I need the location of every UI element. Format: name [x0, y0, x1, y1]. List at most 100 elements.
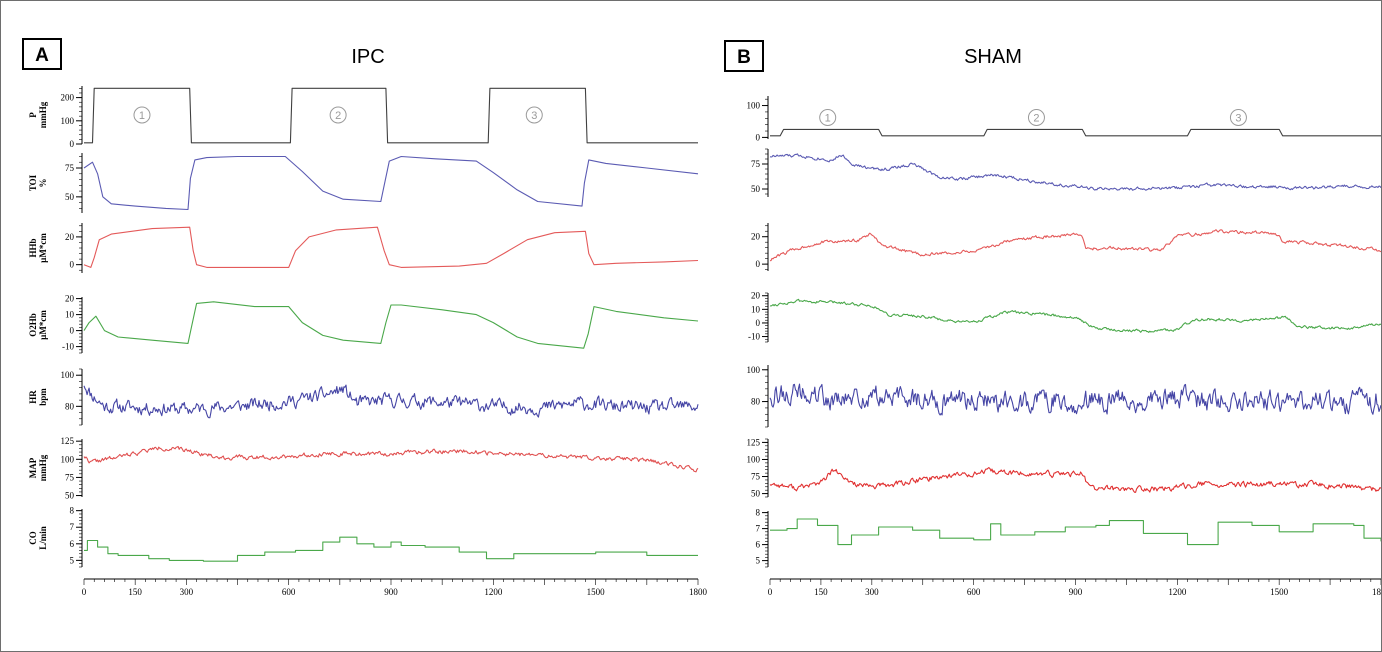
y-tick-label: 100: [61, 116, 75, 126]
cycle-marker: [133, 106, 151, 124]
y-tick-label: 100: [747, 365, 761, 375]
x-tick-label: 600: [282, 587, 296, 597]
x-tick-label: 150: [814, 587, 828, 597]
series-line: [83, 384, 699, 419]
subplot-2: 50 75: [751, 148, 1381, 197]
x-tick-label: 1200: [484, 587, 503, 597]
x-tick-label: 600: [967, 587, 981, 597]
cycle-number: 1: [825, 113, 831, 125]
y-tick-label: 75: [751, 472, 761, 482]
y-tick-label: 20: [751, 232, 761, 242]
y-tick-label: 100: [747, 101, 761, 111]
x-tick-label: 0: [82, 587, 87, 597]
y-tick-label: 100: [747, 454, 761, 464]
cycle-number: 3: [1235, 113, 1241, 125]
cycle-number: 3: [531, 110, 537, 122]
y-tick-label: 50: [65, 192, 75, 202]
y-tick-label: 10: [65, 310, 75, 320]
panel-badge-box: [22, 38, 62, 70]
cycle-marker: [1229, 109, 1247, 126]
y-tick-label: 0: [70, 139, 75, 149]
subplot-7: 5 6 7 8 CO L/min: [28, 506, 698, 568]
y-tick-label: 75: [751, 159, 761, 169]
panel-title: SHAM: [964, 46, 1022, 68]
y-tick-label: 0: [756, 259, 761, 269]
panel-title: IPC: [351, 46, 384, 68]
cycle-marker: [819, 109, 837, 126]
series-line: [84, 536, 698, 562]
y-axis-label: HHb: [28, 238, 38, 257]
y-axis-label: P: [28, 112, 38, 118]
y-tick-label: -10: [62, 342, 74, 352]
subplot-5: 80 100: [747, 365, 1381, 428]
x-tick-label: 300: [180, 587, 194, 597]
x-tick-label: 900: [384, 587, 398, 597]
cycle-number: 2: [335, 110, 341, 122]
cycle-number: 2: [1033, 113, 1039, 125]
x-tick-label: 150: [128, 587, 142, 597]
y-tick-label: 80: [65, 401, 75, 411]
subplot-7: 5 6 7 8: [756, 508, 1381, 568]
y-tick-label: 20: [751, 291, 761, 301]
y-tick-label: 125: [61, 436, 75, 446]
y-tick-label: 7: [70, 522, 75, 532]
y-tick-label: 100: [61, 370, 75, 380]
x-tick-label: 1800: [1372, 587, 1381, 597]
series-line: [83, 301, 699, 349]
y-tick-label: 7: [756, 524, 761, 534]
series-line: [83, 155, 699, 211]
cycle-number: 1: [139, 110, 145, 122]
series-line: [770, 518, 1381, 546]
y-tick-label: 5: [756, 556, 761, 566]
subplot-4: -10 0 10 20: [748, 291, 1381, 343]
y-tick-label: -10: [748, 332, 760, 342]
panel-badge-label: A: [35, 45, 49, 66]
y-axis-label: O2Hb: [28, 313, 38, 337]
y-tick-label: 0: [70, 326, 75, 336]
y-tick-label: 125: [747, 437, 761, 447]
y-axis-label: mmHg: [38, 101, 48, 128]
y-tick-label: 75: [65, 163, 75, 173]
series-line: [769, 229, 1381, 262]
y-tick-label: 50: [751, 184, 761, 194]
series-line: [769, 467, 1381, 493]
subplot-3: 0 20 HHb µM*cm: [28, 223, 699, 273]
cycle-marker: [525, 106, 543, 124]
x-tick-label: 1200: [1168, 587, 1187, 597]
y-tick-label: 80: [751, 397, 761, 407]
cycle-marker: [329, 106, 347, 124]
subplot-6: 50 75 100 125: [747, 437, 1381, 499]
y-tick-label: 20: [65, 232, 75, 242]
x-axis: 0 150 300 600 900 1200 1500 1800: [768, 578, 1381, 597]
y-axis-label: TOI: [28, 174, 38, 191]
y-tick-label: 0: [756, 132, 761, 142]
cycle-marker: [1027, 109, 1045, 126]
series-line: [769, 153, 1381, 191]
x-axis: 0 150 300 600 900 1200 1500 1800: [82, 578, 708, 597]
x-tick-label: 1500: [1270, 587, 1289, 597]
y-tick-label: 50: [751, 489, 761, 499]
y-tick-label: 0: [70, 260, 75, 270]
y-tick-label: 100: [61, 454, 75, 464]
y-tick-label: 200: [61, 93, 75, 103]
y-axis-label: HR: [28, 390, 38, 404]
y-axis-label: L/min: [38, 526, 48, 550]
y-axis-label: mmHg: [38, 454, 48, 481]
y-axis-label: µM*cm: [38, 310, 48, 340]
y-tick-label: 10: [751, 304, 761, 314]
subplot-1: 0 100 1 2 3: [747, 96, 1381, 142]
y-axis-label: CO: [28, 531, 38, 545]
subplot-2: 50 75 TOI%: [28, 153, 699, 213]
series-line: [83, 226, 699, 268]
subplot-5: 80 100 HR bpm: [28, 368, 699, 426]
y-tick-label: 75: [65, 472, 75, 482]
series-line: [770, 128, 1381, 137]
series-line: [769, 383, 1381, 416]
series-line: [83, 445, 699, 473]
y-tick-label: 8: [70, 506, 75, 516]
y-tick-label: 50: [65, 491, 75, 501]
y-axis-label: MAP: [28, 457, 38, 478]
